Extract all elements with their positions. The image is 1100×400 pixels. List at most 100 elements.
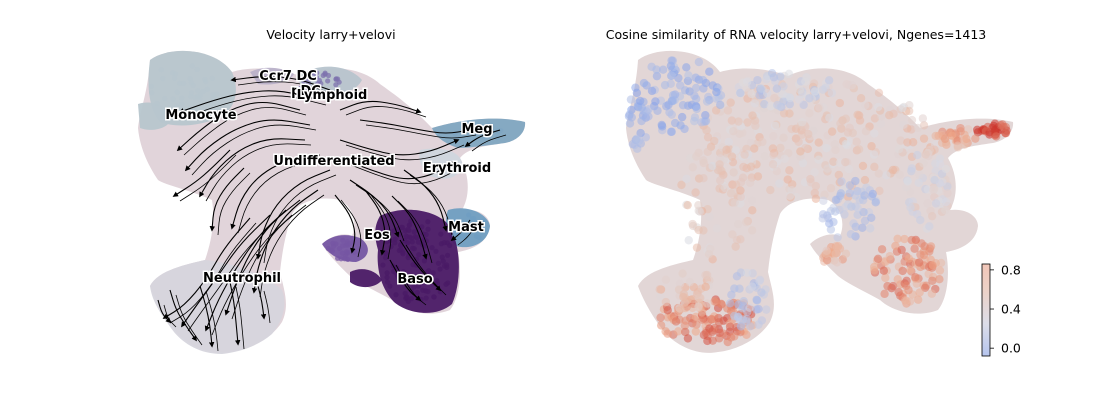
- cell-point: [775, 179, 784, 188]
- cell-point: [935, 274, 944, 284]
- cell-point: [840, 210, 849, 219]
- cell-point: [383, 250, 389, 256]
- cell-point: [444, 264, 450, 270]
- velocity-streamline: [344, 159, 458, 180]
- cell-point: [754, 304, 763, 314]
- cell-point: [927, 289, 937, 298]
- cell-point: [724, 137, 734, 147]
- cell-point: [874, 88, 884, 98]
- cell-point: [745, 322, 755, 331]
- cell-point: [209, 75, 215, 81]
- cell-point: [885, 111, 894, 120]
- cell-point: [736, 186, 745, 195]
- cell-point: [702, 270, 712, 280]
- cell-point: [663, 329, 672, 338]
- cell-point: [785, 109, 794, 118]
- cell-point: [841, 139, 851, 149]
- cell-point: [929, 184, 939, 194]
- cell-point: [404, 234, 410, 240]
- cell-point: [691, 327, 701, 336]
- cell-point: [798, 158, 808, 168]
- cell-point: [940, 134, 950, 144]
- cell-point: [727, 116, 737, 125]
- velocity-streamline: [163, 304, 177, 328]
- cell-point: [731, 180, 741, 189]
- cluster-label-undifferentiated: Undifferentiated: [273, 154, 394, 169]
- cluster-label-baso: Baso: [397, 272, 432, 287]
- cell-point: [382, 255, 389, 261]
- cell-point: [882, 171, 891, 180]
- velocity-streamline: [172, 149, 231, 197]
- cell-point: [913, 123, 923, 133]
- cell-point: [443, 281, 449, 287]
- velocity-streamline: [350, 164, 463, 185]
- cell-point: [905, 265, 915, 274]
- cell-point: [847, 202, 856, 211]
- cell-point: [768, 160, 778, 169]
- velocity-streamlines: [157, 76, 507, 352]
- cell-point: [667, 110, 676, 119]
- cell-point: [690, 113, 700, 122]
- cell-point: [697, 315, 707, 324]
- cluster-label-meg: Meg: [461, 122, 492, 137]
- cell-point: [823, 164, 832, 173]
- cell-point: [873, 254, 883, 263]
- cell-point: [738, 128, 747, 137]
- cell-point: [842, 80, 851, 89]
- cell-point: [926, 242, 936, 251]
- cell-point: [406, 222, 413, 228]
- cell-point: [661, 297, 671, 307]
- cell-point: [920, 242, 929, 251]
- cell-point: [834, 170, 844, 180]
- cell-point: [656, 292, 665, 301]
- cell-point: [943, 189, 952, 198]
- cell-point: [736, 192, 746, 202]
- velocity-streamline: [255, 169, 331, 260]
- cell-point: [414, 289, 420, 296]
- cell-point: [904, 254, 914, 263]
- cell-point: [688, 163, 697, 172]
- cell-point: [962, 134, 971, 144]
- cell-point: [632, 88, 642, 98]
- cell-point: [416, 252, 422, 258]
- cell-point: [661, 275, 671, 285]
- cell-point: [760, 152, 769, 161]
- cell-point: [776, 72, 785, 81]
- cell-point: [829, 157, 838, 166]
- velocity-streamline: [211, 214, 293, 336]
- cell-point: [732, 272, 742, 281]
- left-title: Velocity larry+velovi: [266, 27, 395, 42]
- cell-point: [476, 234, 482, 241]
- cell-point: [757, 84, 766, 93]
- velocity-streamline: [345, 144, 465, 161]
- cell-point: [841, 157, 850, 167]
- region-neutrophil: [150, 260, 285, 354]
- cell-point: [716, 299, 726, 309]
- cell-point: [747, 226, 757, 235]
- cluster-label-lymphoid: Lymphoid: [297, 88, 368, 103]
- cell-point: [647, 86, 657, 96]
- cell-point: [480, 218, 486, 224]
- velocity-streamline: [364, 189, 386, 256]
- cell-point: [741, 217, 751, 227]
- cosine-points: [624, 56, 1011, 347]
- velocity-streamline: [184, 119, 311, 172]
- velocity-streamline: [235, 286, 245, 350]
- cell-point: [853, 203, 862, 213]
- cell-point: [681, 327, 690, 337]
- cell-point: [667, 127, 676, 136]
- cell-point: [418, 280, 424, 286]
- cell-point: [405, 254, 411, 261]
- cell-point: [802, 73, 812, 82]
- cell-point: [830, 207, 840, 216]
- cell-point: [406, 227, 412, 234]
- cluster-label-ccr7-dc: Ccr7 DC: [259, 69, 317, 84]
- cell-point: [738, 301, 748, 311]
- cell-point: [941, 164, 951, 174]
- cell-point: [393, 292, 399, 298]
- cell-point: [625, 119, 635, 128]
- cell-point: [468, 122, 474, 128]
- cell-point: [678, 269, 687, 278]
- velocity-streamline: [231, 204, 307, 320]
- cell-point: [836, 119, 845, 128]
